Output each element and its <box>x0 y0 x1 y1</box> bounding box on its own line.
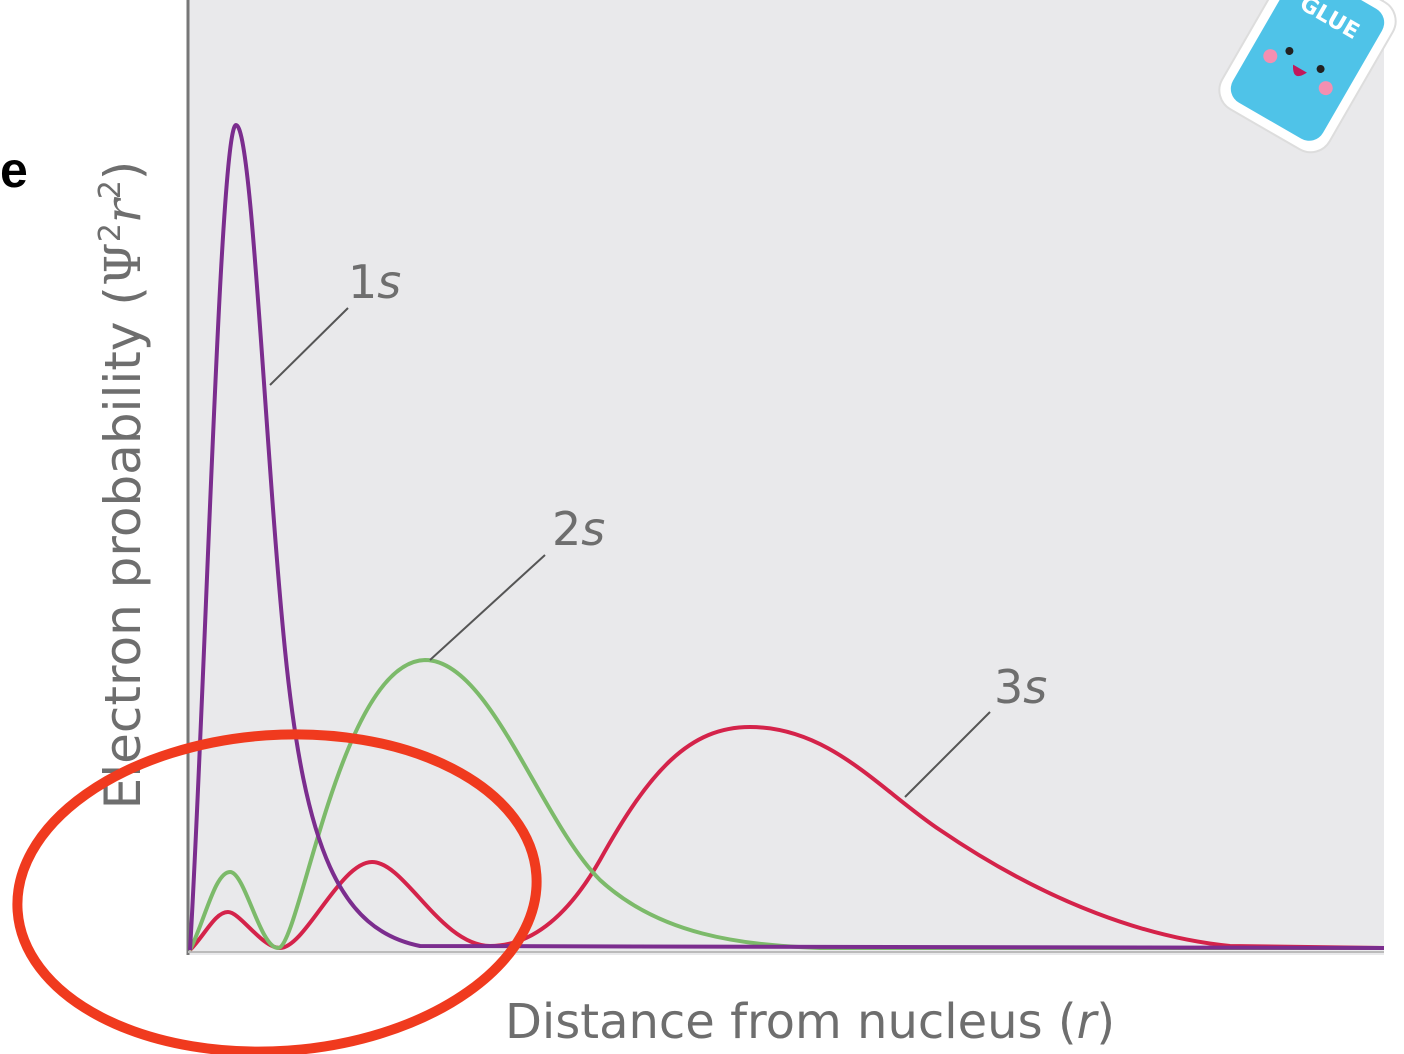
x-label-part: Distance from nucleus ( <box>505 994 1077 1050</box>
sticker-eye <box>1316 65 1325 73</box>
sticker-body <box>1230 0 1385 141</box>
x-label-part: ) <box>1096 994 1115 1050</box>
y-label-part: r <box>94 196 152 223</box>
label-part: s <box>581 502 605 556</box>
glue-sticker: GLUE <box>1218 0 1397 154</box>
label-part: 2 <box>552 502 581 556</box>
label-part: s <box>377 255 401 309</box>
curve-2s <box>188 657 1384 951</box>
leader-3s <box>904 711 991 798</box>
label-2s: 2s <box>552 502 605 556</box>
label-part: s <box>1023 660 1047 714</box>
sticker-cheek <box>1318 81 1333 96</box>
label-1s: 1s <box>348 255 401 309</box>
label-part: 3 <box>994 660 1023 714</box>
highlight-ellipse <box>12 729 542 1054</box>
x-label-part: r <box>1077 994 1100 1050</box>
label-part: 1 <box>348 255 377 309</box>
leader-1s <box>269 307 349 386</box>
side-text: e <box>0 142 28 198</box>
y-label-part: 2 <box>93 180 128 199</box>
sticker-eye <box>1285 47 1294 55</box>
curve-1s <box>188 122 1385 951</box>
sticker-cheek <box>1263 49 1278 64</box>
leader-lines <box>269 307 991 798</box>
label-3s: 3s <box>994 660 1047 714</box>
sticker-mouth <box>1293 64 1307 77</box>
y-label-part: ) <box>94 161 152 181</box>
leader-2s <box>429 554 546 661</box>
plot-area <box>188 0 1384 955</box>
y-label-part: Ψ <box>94 242 152 286</box>
y-label-part: Electron probability ( <box>94 286 152 809</box>
y-axis-label: Electron probability (Ψ2r2) <box>93 161 152 810</box>
y-label-part: 2 <box>93 223 128 242</box>
x-axis-label: Distance from nucleus (r) <box>505 994 1115 1050</box>
